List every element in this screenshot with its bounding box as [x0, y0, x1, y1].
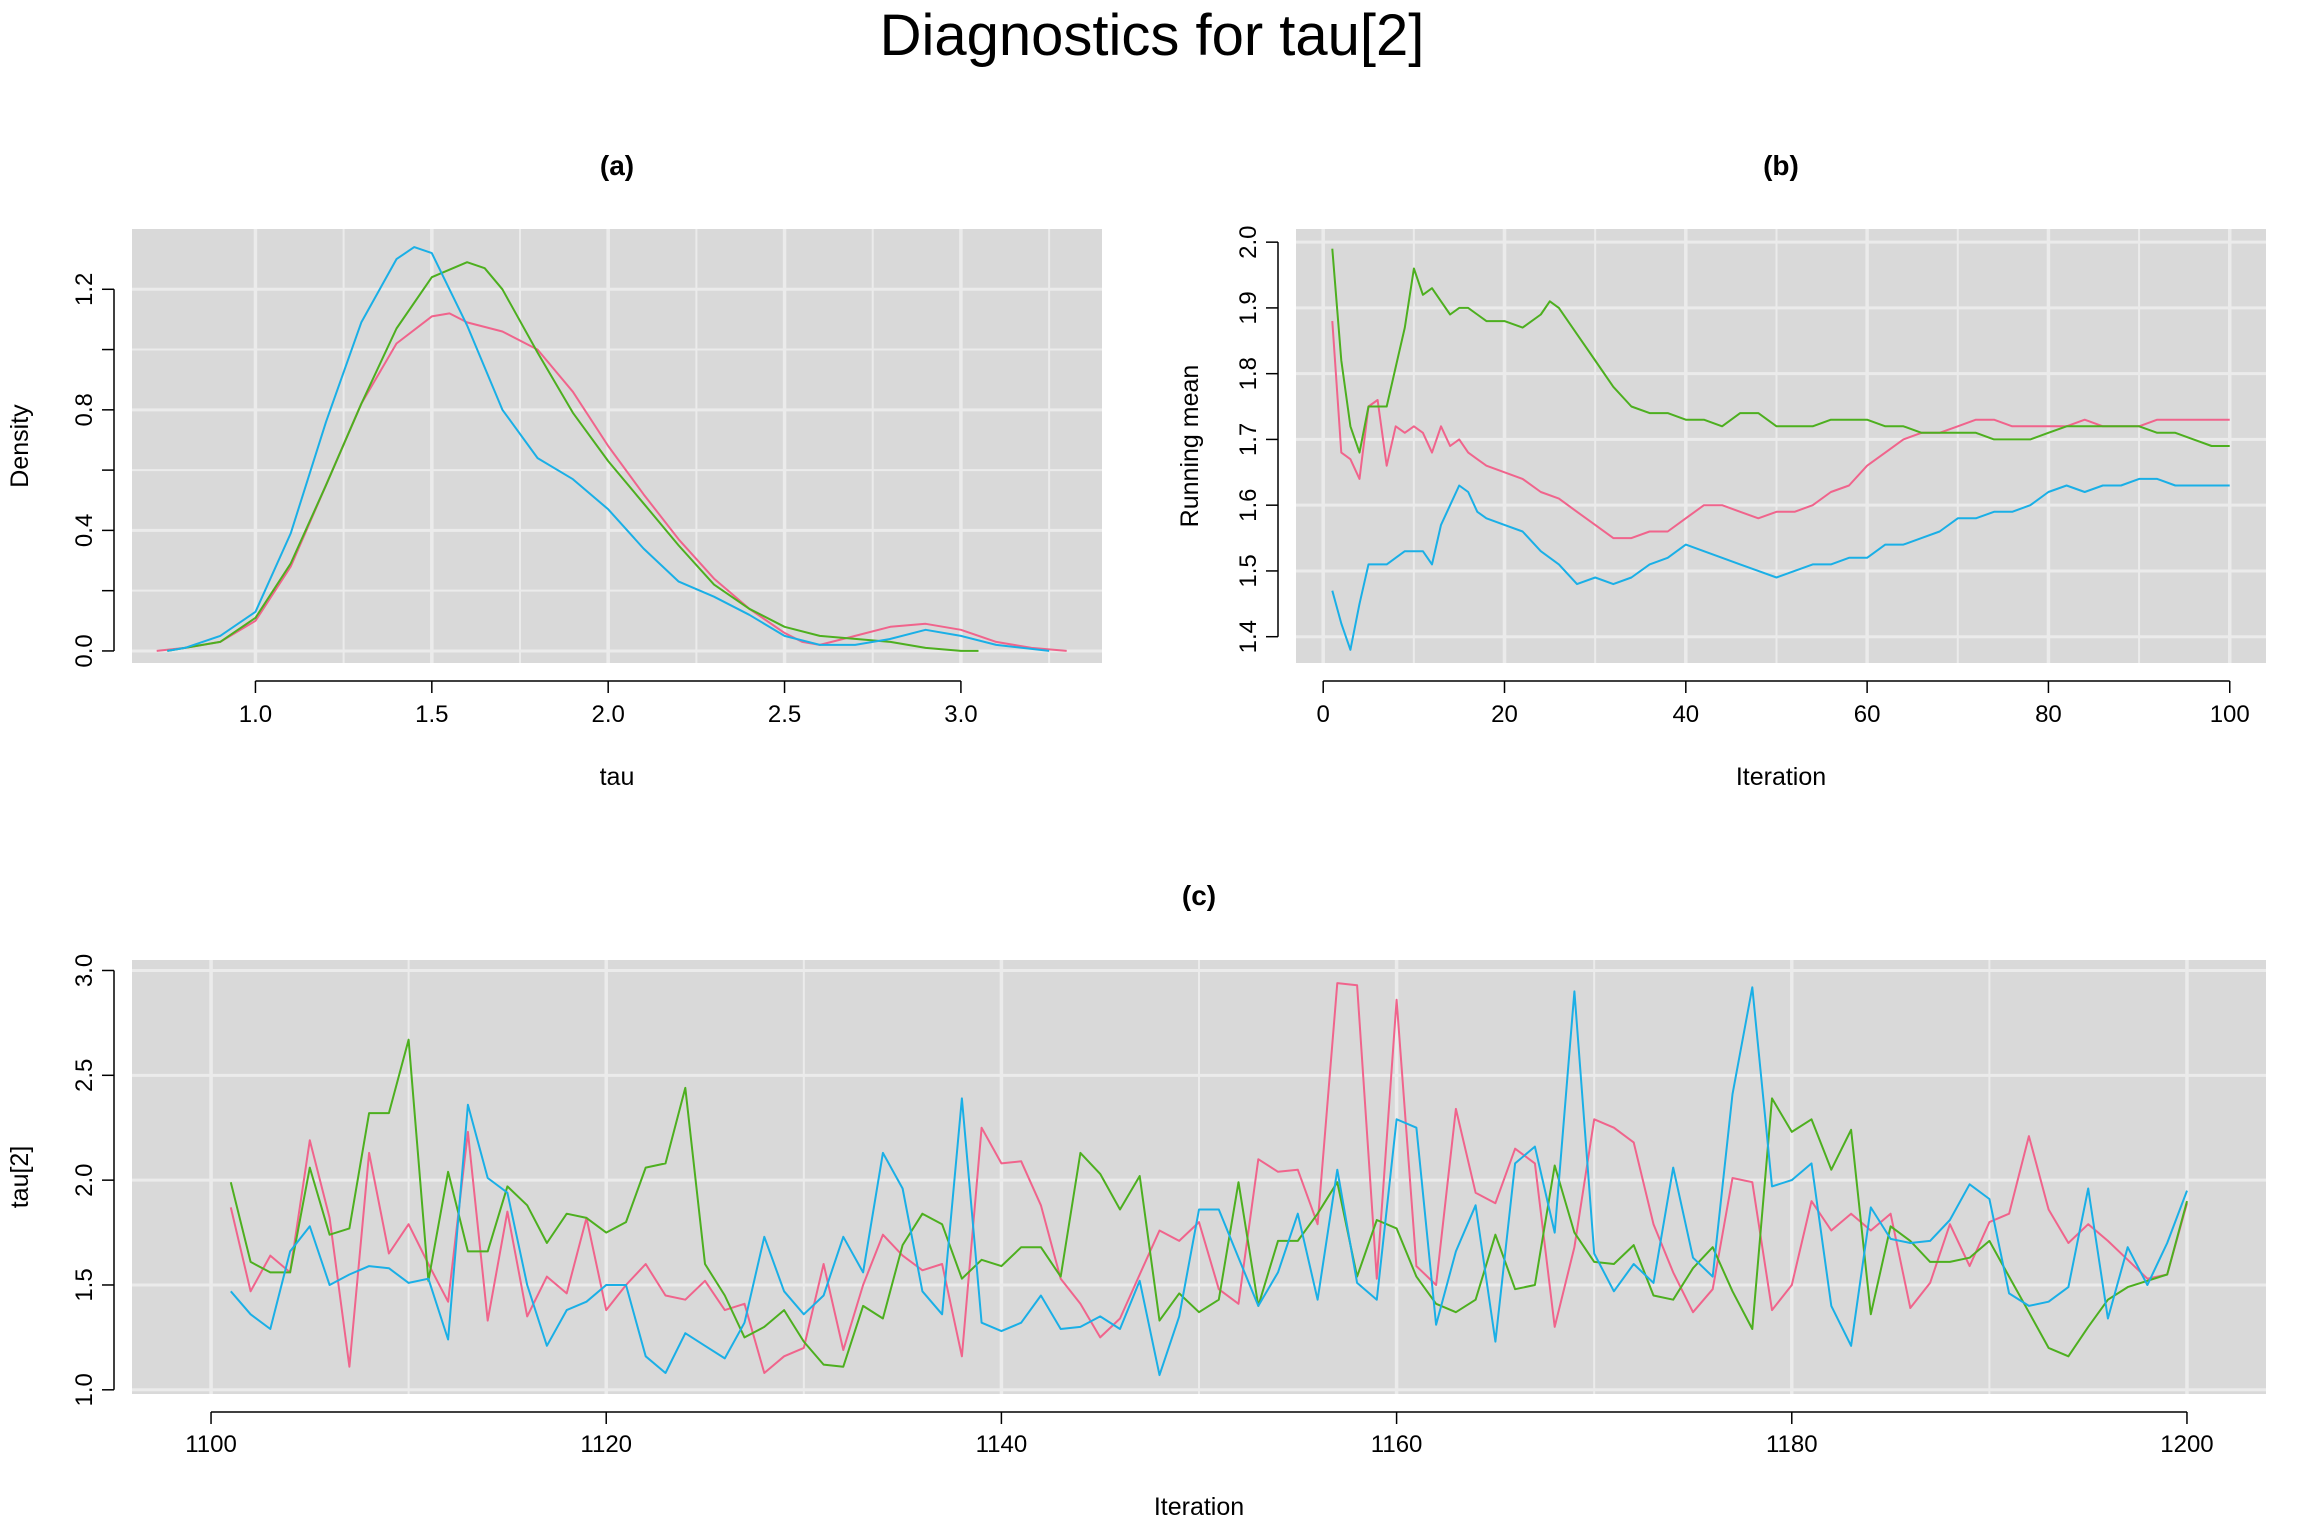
y-tick-label: 1.9 — [1235, 291, 1262, 324]
panel-title: (c) — [1182, 880, 1216, 911]
x-tick-label: 1.5 — [415, 701, 448, 728]
running-mean-panel: 0 20 40 60 80 100 1.4 1.5 1.6 1.7 1.8 1.9 2.0 (b) Iter… — [1176, 150, 2266, 791]
series-line-2 — [1331, 248, 2230, 454]
x-tick-label: 1160 — [1371, 1431, 1423, 1458]
series-line-2 — [229, 1038, 2188, 1368]
y-tick-label: 1.2 — [71, 273, 98, 306]
x-axis-label: Iteration — [1154, 1493, 1244, 1521]
x-tick-label: 1100 — [185, 1431, 237, 1458]
y-tick-label: 1.8 — [1235, 357, 1262, 390]
x-tick-label: 1.0 — [239, 701, 272, 728]
y-tick-label: 1.6 — [1235, 488, 1262, 521]
y-tick-label: 1.7 — [1235, 423, 1262, 456]
y-tick-label: 2.0 — [1235, 225, 1262, 258]
x-axis-label: tau — [600, 763, 635, 791]
x-tick-label: 40 — [1672, 701, 1699, 728]
x-tick-label: 100 — [2210, 701, 2250, 728]
density-panel: 1.0 1.5 2.0 2.5 3.0 0.0 0.4 0.8 1.2 (a) tau Density — [6, 150, 1102, 791]
y-tick-label: 0.4 — [71, 514, 98, 547]
x-tick-label: 1200 — [2160, 1431, 2213, 1458]
x-tick-label: 1120 — [580, 1431, 632, 1458]
x-tick-label: 20 — [1491, 701, 1518, 728]
series-line-2 — [167, 261, 979, 652]
y-tick-label: 1.4 — [1235, 620, 1262, 653]
series-line-3 — [167, 246, 1050, 652]
x-tick-label: 0 — [1317, 701, 1330, 728]
trace-panel: 1100 1120 1140 1160 1180 1200 1.0 1.5 2.0 2.5 3.0 (… — [6, 880, 2266, 1521]
y-tick-label: 0.0 — [71, 634, 98, 667]
y-tick-label: 1.5 — [1235, 554, 1262, 587]
y-tick-label: 3.0 — [71, 954, 98, 987]
panel-title: (a) — [600, 150, 634, 181]
y-tick-label: 1.5 — [71, 1268, 98, 1301]
y-tick-label: 0.8 — [71, 393, 98, 426]
series-line-1 — [1331, 321, 2230, 540]
figure-title: Diagnostics for tau[2] — [880, 3, 1425, 68]
panel-title: (b) — [1763, 150, 1799, 181]
y-tick-label: 2.5 — [71, 1059, 98, 1092]
plot-background — [132, 229, 1102, 663]
y-axis-label: tau[2] — [6, 1146, 34, 1209]
x-tick-label: 1180 — [1766, 1431, 1818, 1458]
plot-background — [1296, 229, 2266, 663]
x-tick-label: 3.0 — [944, 701, 977, 728]
y-axis-label: Running mean — [1176, 365, 1204, 528]
y-tick-label: 2.0 — [71, 1163, 98, 1196]
x-axis-label: Iteration — [1736, 763, 1826, 791]
x-tick-label: 2.5 — [768, 701, 801, 728]
x-tick-label: 2.0 — [591, 701, 624, 728]
y-tick-label: 1.0 — [71, 1373, 98, 1406]
series-line-3 — [1331, 477, 2230, 651]
y-axis-label: Density — [6, 404, 34, 488]
x-tick-label: 80 — [2035, 701, 2062, 728]
series-line-3 — [230, 986, 2188, 1377]
x-tick-label: 60 — [1854, 701, 1881, 728]
x-tick-label: 1140 — [976, 1431, 1028, 1458]
